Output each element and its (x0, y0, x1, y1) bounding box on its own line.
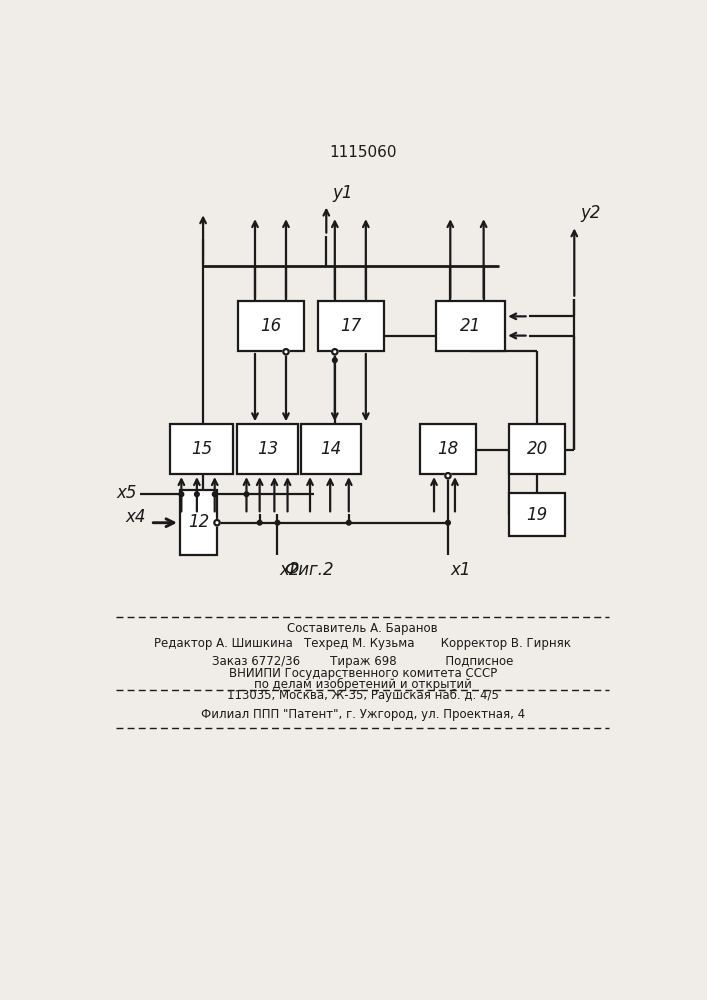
Text: 13: 13 (257, 440, 278, 458)
Text: 21: 21 (460, 317, 481, 335)
Circle shape (214, 520, 220, 525)
Circle shape (332, 349, 337, 354)
Bar (300, 424, 361, 474)
Circle shape (257, 520, 262, 525)
Text: Филиал ППП "Патент", г. Ужгород, ул. Проектная, 4: Филиал ППП "Патент", г. Ужгород, ул. Про… (201, 708, 525, 721)
Text: x5: x5 (117, 484, 137, 502)
Circle shape (244, 492, 249, 497)
Text: Редактор А. Шишкина   Техред М. Кузьма       Корректор В. Гирняк: Редактор А. Шишкина Техред М. Кузьма Кор… (154, 637, 571, 650)
Text: x1: x1 (450, 561, 471, 579)
Text: 18: 18 (438, 440, 459, 458)
Circle shape (346, 520, 351, 525)
Text: по делам изобретений и открытий: по делам изобретений и открытий (254, 678, 472, 691)
Text: x4: x4 (125, 508, 146, 526)
Text: 19: 19 (527, 506, 548, 524)
Text: 17: 17 (340, 317, 361, 335)
Bar (238, 301, 304, 351)
Bar (436, 301, 506, 351)
Bar (180, 490, 217, 555)
Circle shape (445, 473, 450, 478)
Bar (170, 424, 233, 474)
Bar (509, 424, 565, 474)
Text: y1: y1 (332, 184, 353, 202)
Circle shape (194, 492, 199, 497)
Circle shape (445, 520, 450, 525)
Text: 15: 15 (191, 440, 212, 458)
Circle shape (212, 492, 217, 497)
Bar (237, 424, 298, 474)
Text: ВНИИПИ Государственного комитета СССР: ВНИИПИ Государственного комитета СССР (228, 667, 497, 680)
Bar (420, 424, 476, 474)
Bar (509, 493, 565, 536)
Circle shape (275, 520, 280, 525)
Text: y2: y2 (580, 204, 601, 222)
Text: 20: 20 (527, 440, 548, 458)
Text: 12: 12 (188, 513, 209, 531)
Text: 16: 16 (260, 317, 281, 335)
Circle shape (179, 492, 184, 497)
Text: 14: 14 (320, 440, 341, 458)
Text: x2: x2 (280, 561, 300, 579)
Text: 1115060: 1115060 (329, 145, 397, 160)
Text: Заказ 6772/36        Тираж 698             Подписное: Заказ 6772/36 Тираж 698 Подписное (212, 655, 513, 668)
Text: Составитель А. Баранов: Составитель А. Баранов (288, 622, 438, 635)
Bar (317, 301, 384, 351)
Circle shape (284, 349, 288, 354)
Text: Фиг.2: Фиг.2 (284, 561, 334, 579)
Circle shape (332, 358, 337, 363)
Text: 113035, Москва, Ж-35, Раушская наб. д. 4/5: 113035, Москва, Ж-35, Раушская наб. д. 4… (227, 689, 498, 702)
